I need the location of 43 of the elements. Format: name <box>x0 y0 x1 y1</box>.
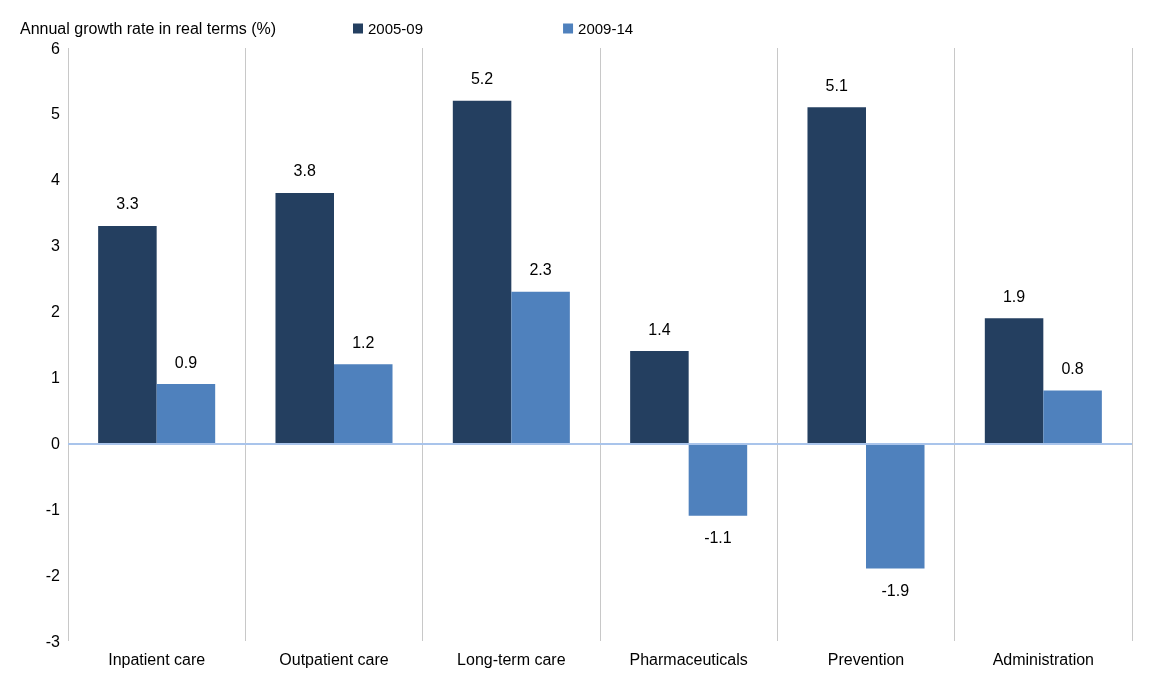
data-label: 1.4 <box>648 320 671 338</box>
bar <box>1043 390 1102 444</box>
data-label: 0.8 <box>1061 360 1084 378</box>
data-label: 3.3 <box>116 195 139 213</box>
bar <box>156 384 216 444</box>
y-axis-title: Annual growth rate in real terms (%) <box>20 19 277 37</box>
y-tick-label: 1 <box>51 368 61 386</box>
bar <box>98 225 157 444</box>
x-tick-label: Outpatient care <box>279 650 389 668</box>
data-label: 1.2 <box>352 333 375 351</box>
data-label: 3.8 <box>293 162 316 180</box>
y-tick-label: 2 <box>51 303 61 321</box>
data-label: 5.2 <box>470 70 494 88</box>
y-tick-label: -2 <box>45 566 61 584</box>
data-label: 0.9 <box>174 353 198 371</box>
bar <box>452 100 512 444</box>
bar <box>334 364 393 444</box>
data-label: 1.9 <box>1002 287 1026 305</box>
y-tick-label: 4 <box>51 171 61 189</box>
x-tick-label: Long-term care <box>457 650 566 668</box>
data-label: 5.1 <box>825 76 848 94</box>
bar <box>866 443 925 569</box>
data-label: 2.3 <box>529 261 552 279</box>
bar <box>511 291 570 444</box>
bar <box>275 192 334 444</box>
x-tick-label: Administration <box>992 650 1095 668</box>
x-tick-label: Inpatient care <box>108 650 206 668</box>
y-tick-label: -1 <box>45 500 61 518</box>
y-tick-label: 0 <box>51 434 61 452</box>
bar <box>984 318 1044 444</box>
legend-label: 2009-14 <box>578 20 634 37</box>
data-label: -1.1 <box>704 529 732 547</box>
bar <box>630 351 689 444</box>
y-tick-label: 5 <box>51 105 61 123</box>
bar <box>688 443 748 516</box>
legend-label: 2005-09 <box>368 20 424 37</box>
data-label: -1.9 <box>881 582 910 600</box>
y-tick-label: -3 <box>45 632 61 650</box>
x-tick-label: Prevention <box>827 650 905 668</box>
x-tick-label: Pharmaceuticals <box>629 650 748 668</box>
y-tick-label: 3 <box>51 237 61 255</box>
bar <box>807 107 866 444</box>
y-tick-label: 6 <box>51 39 61 57</box>
